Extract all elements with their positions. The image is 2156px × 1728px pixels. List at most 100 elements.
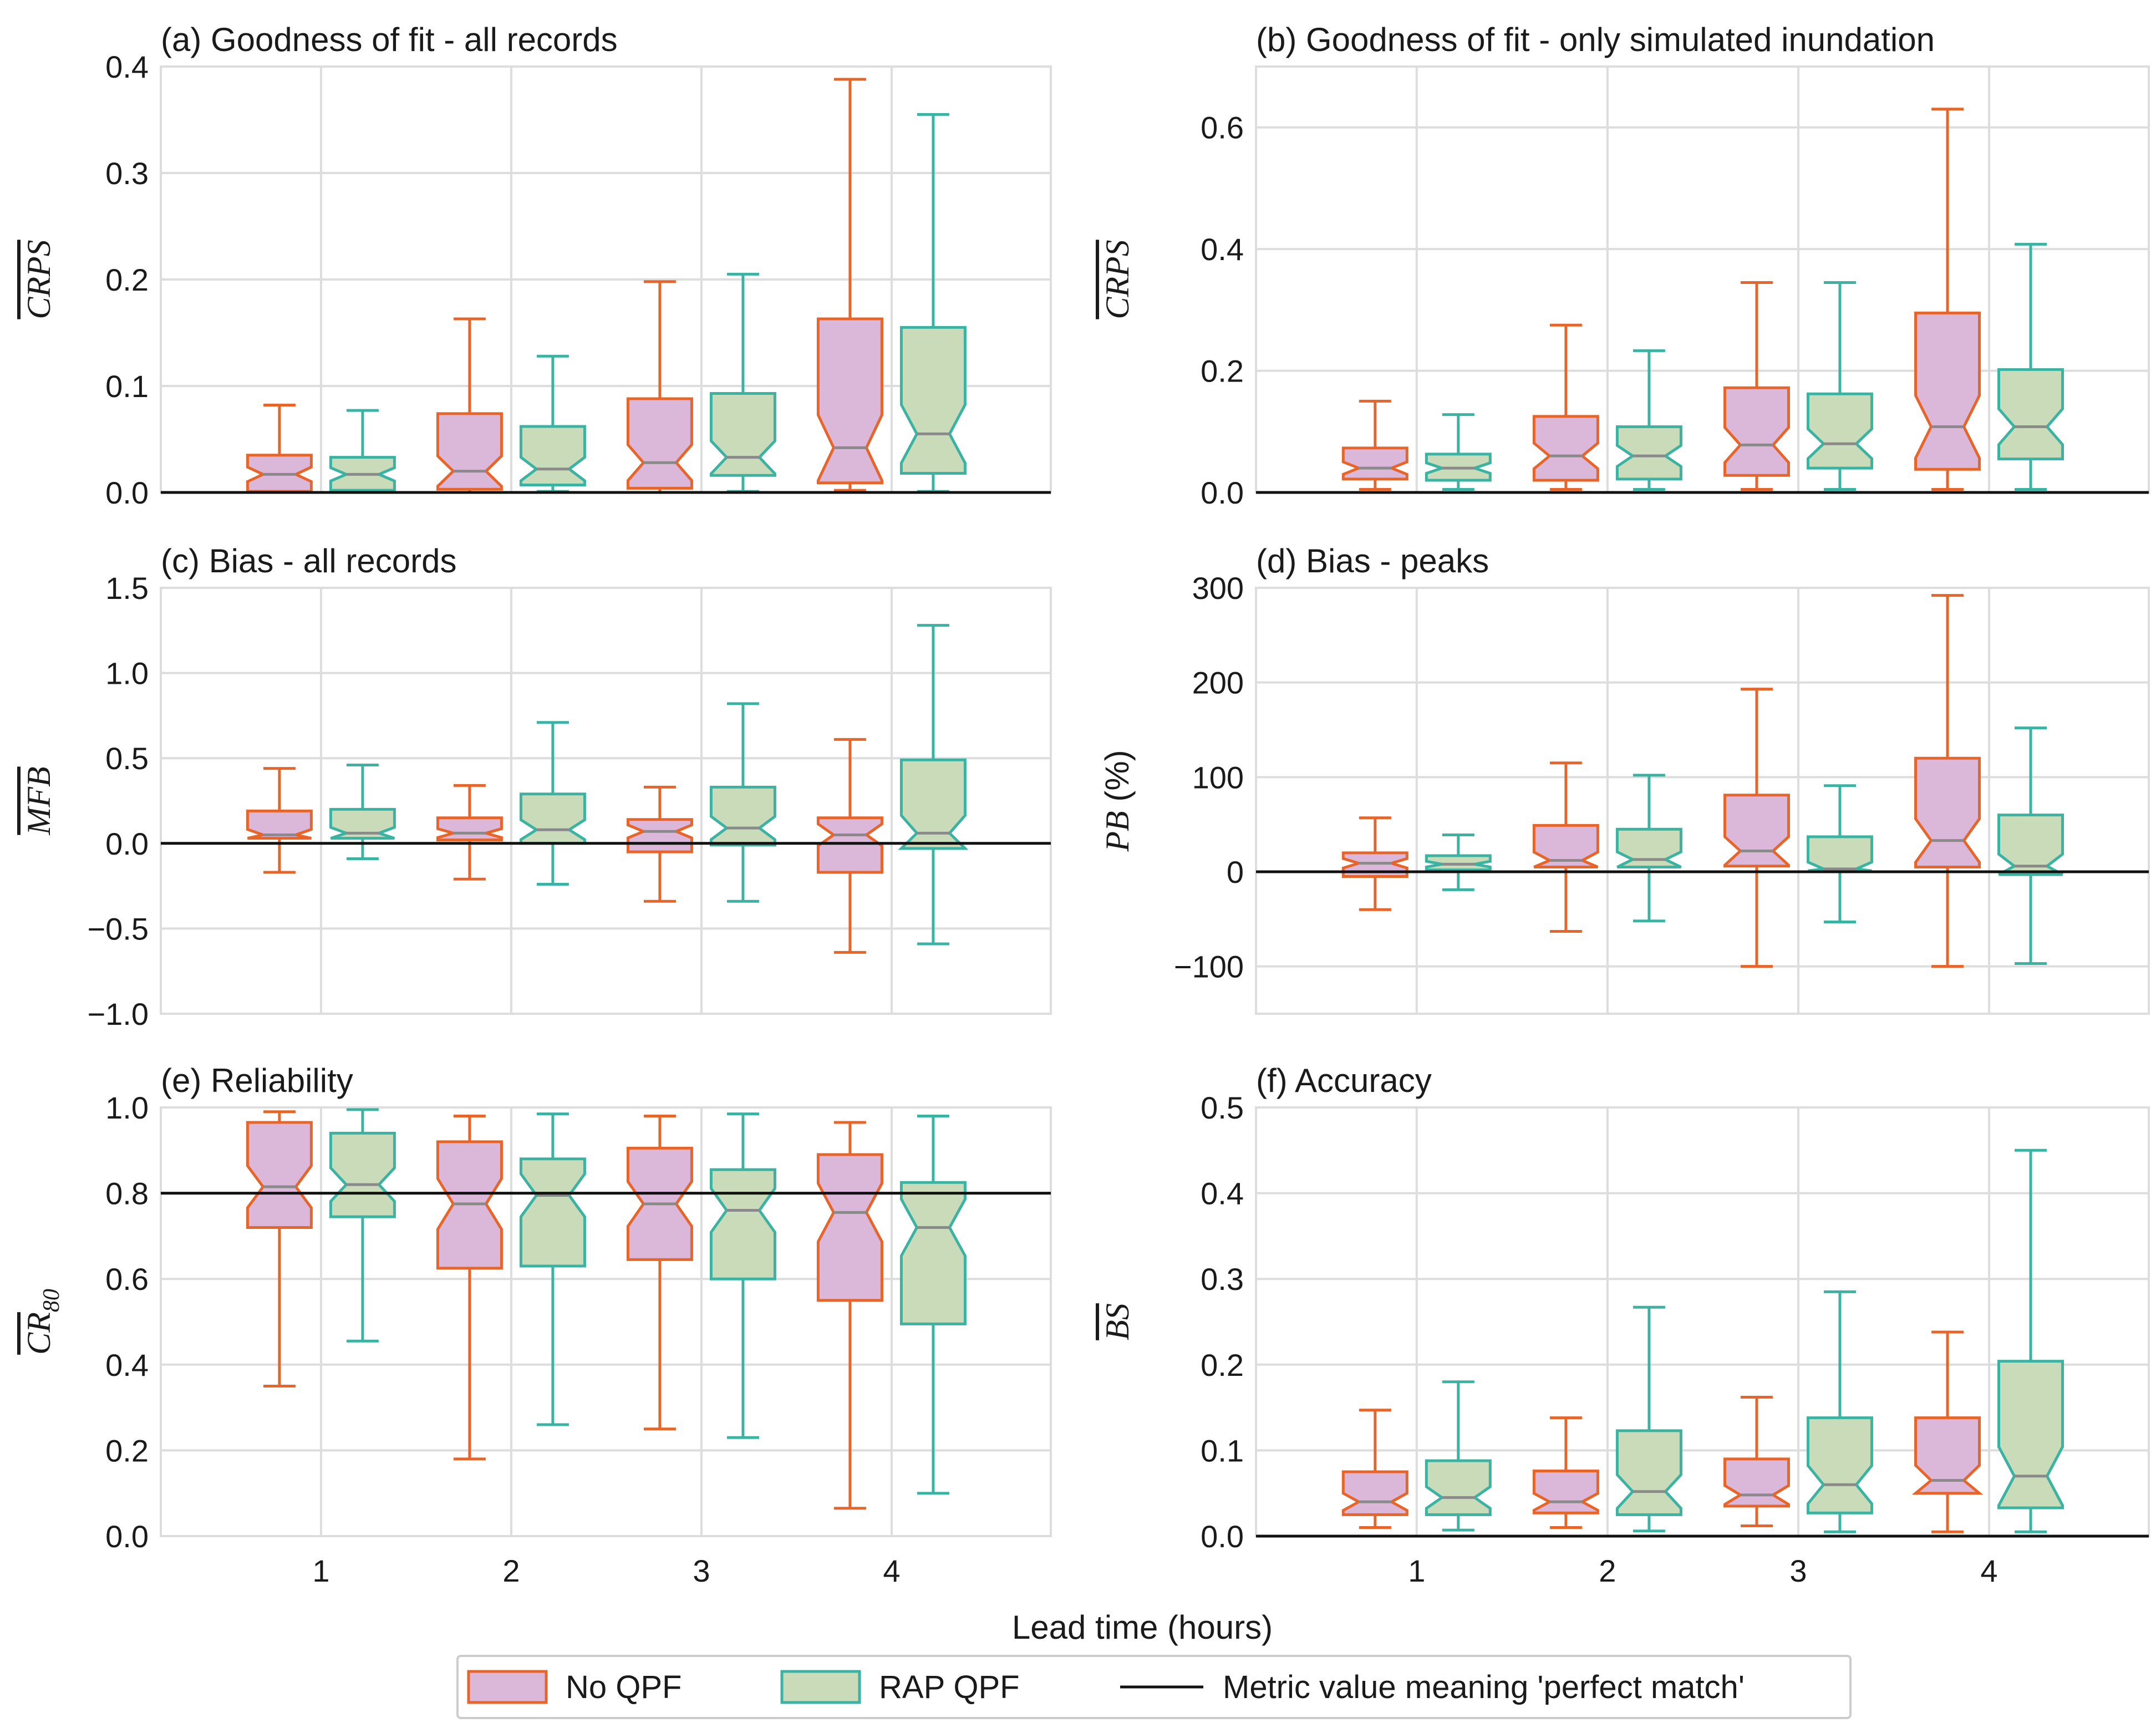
y-tick-label: 0 (1227, 855, 1244, 890)
box-body (329, 1131, 396, 1218)
box-body (1911, 1416, 1984, 1495)
legend-item-2: Metric value meaning 'perfect match' (1120, 1669, 1745, 1705)
legend-label: Metric value meaning 'perfect match' (1223, 1669, 1745, 1705)
box-body (1723, 1457, 1790, 1508)
box-rap-qpf-lead-2 (519, 721, 586, 886)
panel-title: (b) Goodness of fit - only simulated inu… (1256, 21, 1935, 58)
y-axis-label-base: BS (1099, 1303, 1136, 1340)
box-body (709, 785, 776, 847)
x-tick-label: 1 (312, 1553, 329, 1588)
box-body (1615, 1429, 1682, 1516)
y-tick-label: −0.5 (87, 911, 149, 946)
box-body (1615, 827, 1682, 868)
y-axis-label-base: CRPS (1099, 240, 1136, 319)
box-no-qpf-lead-4 (816, 78, 883, 492)
box-no-qpf-lead-1 (1341, 399, 1408, 491)
box-no-qpf-lead-4 (1911, 1330, 1984, 1533)
box-no-qpf-lead-2 (1532, 323, 1599, 491)
box-body (1997, 368, 2065, 461)
y-tick-label: 200 (1192, 665, 1244, 700)
y-axis-label-base: CRPS (21, 240, 57, 319)
box-body (519, 1157, 586, 1268)
box-body (436, 816, 503, 842)
plot-frame (1255, 587, 2150, 1015)
panel-title: (d) Bias - peaks (1256, 542, 1489, 580)
box-no-qpf-lead-4 (816, 1121, 883, 1510)
box-rap-qpf-lead-3 (1806, 281, 1873, 491)
box-rap-qpf-lead-3 (709, 272, 776, 493)
box-rap-qpf-lead-1 (329, 763, 396, 860)
box-rap-qpf-lead-3 (709, 1112, 776, 1439)
y-tick-label: 0.4 (1201, 232, 1244, 267)
y-tick-label: 0.6 (105, 1262, 149, 1297)
plot-area (1256, 1107, 2149, 1536)
legend-swatch (467, 1670, 548, 1704)
y-tick-label: 0.0 (105, 475, 149, 510)
y-axis-label-suffix: (%) (1099, 750, 1136, 811)
box-body (709, 1168, 776, 1280)
box-body (626, 397, 693, 490)
box-body (519, 792, 586, 845)
y-axis-label: MFB (21, 766, 57, 835)
plot-frame (160, 1106, 1052, 1537)
y-axis-label-text: CR80 (21, 1289, 64, 1355)
box-body (246, 809, 313, 840)
box-body (436, 412, 503, 491)
box-rap-qpf-lead-3 (1806, 1290, 1873, 1533)
y-axis-label-text: BS (1099, 1303, 1136, 1340)
box-rap-qpf-lead-1 (1425, 413, 1492, 491)
y-tick-label: 0.0 (105, 1519, 149, 1554)
y-tick-label: 0.0 (105, 826, 149, 861)
y-tick-label: 0.8 (105, 1176, 149, 1211)
box-body (1532, 1470, 1599, 1514)
x-tick-label: 4 (883, 1553, 900, 1588)
box-rap-qpf-lead-3 (1806, 784, 1873, 923)
legend-label: RAP QPF (879, 1669, 1020, 1705)
y-tick-label: 1.0 (105, 656, 149, 691)
y-tick-label: 0.4 (105, 1348, 149, 1383)
legend-item-1: RAP QPF (780, 1669, 1020, 1705)
box-body (816, 317, 883, 485)
box-body (1806, 835, 1873, 872)
box-body (519, 425, 586, 487)
x-tick-label: 2 (502, 1553, 520, 1588)
panel-title: (a) Goodness of fit - all records (161, 21, 618, 58)
box-no-qpf-lead-3 (1723, 281, 1790, 491)
box-no-qpf-lead-3 (1723, 1396, 1790, 1527)
y-tick-label: 0.2 (105, 1433, 149, 1468)
box-no-qpf-lead-4 (1914, 594, 1981, 968)
y-tick-label: 1.5 (105, 571, 149, 606)
box-rap-qpf-lead-4 (1997, 1148, 2065, 1533)
box-body (1425, 854, 1492, 872)
panel-title: (c) Bias - all records (161, 542, 456, 580)
box-body (1341, 1470, 1408, 1516)
x-tick-label: 1 (1408, 1553, 1425, 1588)
y-tick-label: 100 (1192, 760, 1244, 795)
x-tick-label: 2 (1599, 1553, 1616, 1588)
panel-b: 0.0 0.2 0.4 0.6 (b) Goodness of fit - only s… (1099, 21, 2150, 510)
box-body (1341, 446, 1408, 481)
y-tick-label: 0.0 (1201, 1519, 1244, 1554)
y-tick-label: 1.0 (105, 1090, 149, 1125)
y-tick-label: 300 (1192, 571, 1244, 606)
legend-label: No QPF (566, 1669, 682, 1705)
box-no-qpf-lead-1 (1341, 1409, 1408, 1529)
y-tick-label: 0.2 (1201, 1348, 1244, 1383)
y-tick-label: 0.6 (1201, 110, 1244, 145)
panels: 0.0 0.1 0.2 0.3 0.4 (a) Goodness of fit - all… (21, 21, 2150, 1588)
y-axis-label-base: CR (21, 1312, 57, 1355)
y-axis-label-subscript: 80 (39, 1289, 64, 1312)
y-tick-label: −1.0 (87, 997, 149, 1031)
y-axis-label: CRPS (21, 240, 57, 319)
box-body (1425, 1459, 1492, 1516)
y-tick-label: 0.4 (1201, 1176, 1244, 1211)
box-body (329, 807, 396, 840)
plot-area (1256, 67, 2149, 492)
y-axis-label-base: MFB (21, 766, 57, 835)
box-no-qpf-lead-2 (1532, 1416, 1599, 1529)
box-body (709, 392, 776, 477)
box-rap-qpf-lead-1 (1425, 833, 1492, 891)
y-tick-label: 0.5 (1201, 1090, 1244, 1125)
y-tick-label: 0.2 (1201, 354, 1244, 389)
y-axis-label-text: MFB (21, 766, 57, 835)
